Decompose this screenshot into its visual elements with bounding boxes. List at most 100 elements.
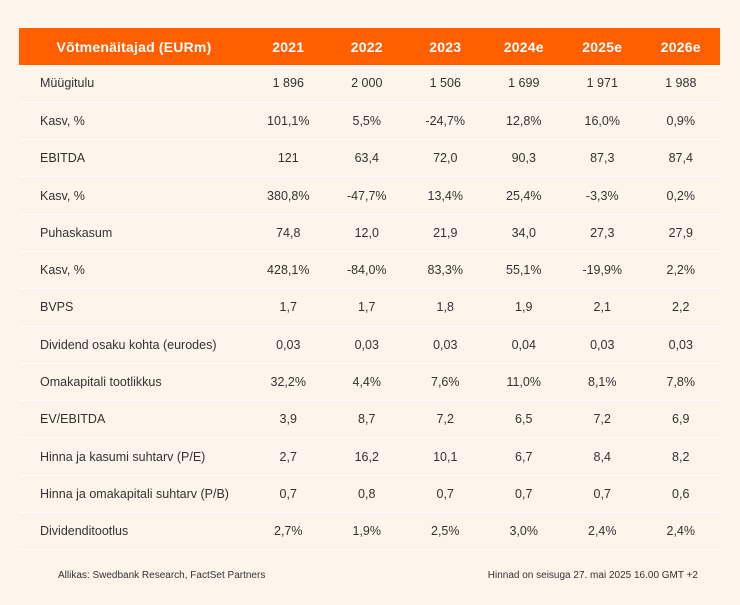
value-cell: 1 971 [586, 76, 618, 91]
value-cell: 0,7 [515, 486, 533, 501]
value-cell: 101,1% [267, 113, 310, 128]
row-label-cell: Kasv, % [40, 263, 85, 278]
value-cell: 11,0% [506, 375, 541, 390]
value-cell: 7,2 [436, 412, 454, 427]
value-cell: 0,8 [358, 486, 376, 501]
value-cell: 380,8% [267, 188, 310, 203]
value-cell: 12,8% [506, 113, 542, 128]
header-year-cell: 2023 [429, 38, 462, 55]
value-cell: 63,4 [354, 151, 379, 166]
value-cell: 4,4% [352, 375, 382, 390]
table-row: Kasv, % 380,8% -47,7% 13,4% 25,4% -3,3% 0,2% [19, 177, 720, 215]
value-cell: 72,0 [433, 151, 458, 166]
value-cell: 3,9 [279, 412, 297, 427]
value-cell: 0,04 [511, 337, 536, 352]
table-row: Dividenditootlus 2,7% 1,9% 2,5% 3,0% 2,4% 2,4% [19, 513, 720, 550]
value-cell: 10,1 [433, 449, 458, 464]
value-cell: 0,03 [276, 337, 301, 352]
value-cell: 2,2% [666, 263, 696, 278]
value-cell: 0,2% [666, 188, 696, 203]
value-cell: 55,1% [506, 263, 542, 278]
header-label-cell: Võtmenäitajad (EURm) [56, 38, 212, 55]
row-label-cell: Puhaskasum [40, 225, 113, 240]
value-cell: 83,3% [427, 263, 463, 278]
table-row: Kasv, % 428,1% -84,0% 83,3% 55,1% -19,9% 2,2% [19, 251, 720, 289]
value-cell: 0,03 [668, 337, 693, 352]
table-body: Müügitulu 1 896 2 000 1 506 1 699 1 971 1 988 K… [19, 65, 720, 550]
value-cell: 1,7 [279, 300, 297, 315]
value-cell: 2,5% [431, 524, 460, 539]
value-cell: 1 506 [429, 76, 461, 91]
table-row: EV/EBITDA 3,9 8,7 7,2 6,5 7,2 6,9 [19, 401, 720, 438]
value-cell: 6,5 [515, 412, 533, 427]
table-row: EBITDA 121 63,4 72,0 90,3 87,3 87,4 [19, 140, 720, 177]
value-cell: 0,7 [436, 486, 454, 501]
value-cell: -84,0% [346, 263, 387, 278]
header-year-cell: 2021 [272, 38, 305, 55]
value-cell: 7,6% [431, 375, 460, 390]
value-cell: -19,9% [582, 263, 623, 278]
value-cell: 87,3 [590, 151, 615, 166]
row-label-cell: Müügitulu [40, 76, 95, 91]
value-cell: 8,4 [593, 449, 611, 464]
table-row: Omakapitali tootlikkus 32,2% 4,4% 7,6% 11,0%… [19, 363, 720, 401]
value-cell: 6,9 [672, 412, 690, 427]
value-cell: 21,9 [433, 225, 458, 240]
header-year-cell: 2025e [582, 38, 623, 55]
value-cell: 1 896 [272, 76, 304, 91]
row-label-cell: Omakapitali tootlikkus [40, 375, 162, 390]
key-figures-table-container: Võtmenäitajad (EURm) 2021 2022 2023 2024e 202… [19, 28, 720, 550]
value-cell: 90,3 [511, 151, 536, 166]
table-row: Puhaskasum 74,8 12,0 21,9 34,0 27,3 27,9 [19, 214, 720, 252]
value-cell: 1,9 [515, 300, 533, 315]
value-cell: 8,1% [588, 375, 617, 390]
row-label-cell: EV/EBITDA [40, 412, 106, 427]
value-cell: 0,6 [672, 486, 690, 501]
value-cell: -47,7% [346, 188, 387, 203]
value-cell: 2 000 [351, 76, 383, 91]
table-row: BVPS 1,7 1,7 1,8 1,9 2,1 2,2 [19, 289, 720, 327]
value-cell: 428,1% [267, 263, 310, 278]
value-cell: 2,2 [672, 300, 690, 315]
value-cell: 13,4% [427, 188, 463, 203]
table-row: Hinna ja kasumi suhtarv (P/E) 2,7 16,2 10,1… [19, 438, 720, 476]
value-cell: 74,8 [276, 225, 301, 240]
value-cell: 32,2% [270, 375, 306, 390]
row-label-cell: Dividenditootlus [40, 524, 129, 539]
value-cell: 0,9% [666, 113, 696, 128]
table-row: Dividend osaku kohta (eurodes) 0,03 0,03 0,… [19, 326, 720, 364]
value-cell: 34,0 [511, 225, 536, 240]
value-cell: 12,0 [354, 225, 379, 240]
value-cell: 0,7 [593, 486, 611, 501]
value-cell: 27,3 [590, 225, 615, 240]
value-cell: 1 699 [508, 76, 540, 91]
table-row: Kasv, % 101,1% 5,5% -24,7% 12,8% 16,0% 0,9% [19, 102, 720, 140]
value-cell: 8,7 [358, 412, 376, 427]
value-cell: 1,9% [352, 524, 382, 539]
value-cell: 1,7 [358, 300, 376, 315]
row-label-cell: Kasv, % [40, 113, 85, 128]
price-date-note: Hinnad on seisuga 27. mai 2025 16.00 GMT… [487, 570, 698, 581]
table-row: Hinna ja omakapitali suhtarv (P/B) 0,7 0,8… [19, 475, 720, 513]
value-cell: 7,8% [666, 375, 696, 390]
value-cell: 16,2 [354, 449, 379, 464]
value-cell: 2,7 [279, 449, 297, 464]
value-cell: 2,7% [274, 524, 303, 539]
row-label-cell: Hinna ja kasumi suhtarv (P/E) [40, 449, 206, 464]
value-cell: 2,4% [666, 524, 696, 539]
value-cell: 0,03 [354, 337, 379, 352]
header-year-cell: 2026e [660, 38, 701, 55]
value-cell: 0,03 [433, 337, 458, 352]
value-cell: 6,7 [515, 449, 533, 464]
value-cell: 7,2 [593, 412, 611, 427]
row-label-cell: Dividend osaku kohta (eurodes) [40, 337, 217, 352]
value-cell: 2,4% [588, 524, 617, 539]
value-cell: -24,7% [425, 113, 466, 128]
header-year-cell: 2024e [503, 38, 544, 55]
value-cell: 16,0% [584, 113, 620, 128]
row-label-cell: Kasv, % [40, 188, 85, 203]
table-header: Võtmenäitajad (EURm) 2021 2022 2023 2024e 202… [19, 28, 720, 65]
table-row: Müügitulu 1 896 2 000 1 506 1 699 1 971 1 988 [19, 65, 720, 103]
value-cell: 2,1 [593, 300, 611, 315]
value-cell: 27,9 [668, 225, 693, 240]
